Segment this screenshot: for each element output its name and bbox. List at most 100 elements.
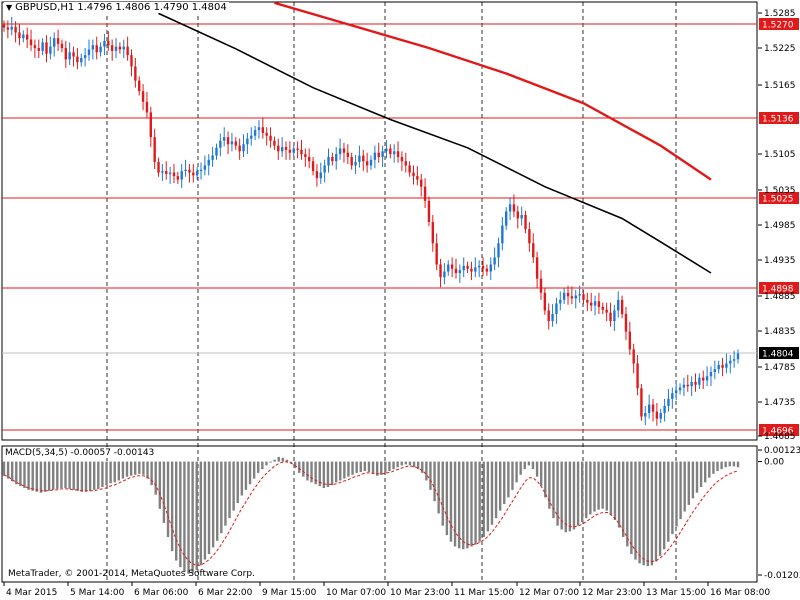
price-tick-label: 1.5225 (764, 44, 796, 54)
macd-bar (179, 461, 182, 568)
macd-bar (535, 461, 539, 477)
macd-bar (142, 461, 145, 475)
price-tick-label: 1.4885 (764, 292, 796, 302)
candle-body (508, 204, 512, 212)
time-tick-label: 6 Mar 22:00 (198, 588, 253, 598)
candle-body (389, 148, 392, 155)
candle-body (725, 363, 728, 368)
time-tick-label: 10 Mar 07:00 (326, 588, 386, 598)
macd-signal-line (3, 461, 739, 566)
candle-body (505, 211, 508, 226)
candle-body (37, 48, 40, 51)
macd-bar (2, 461, 6, 476)
copyright: MetaTrader, © 2001-2014, MetaQuotes Soft… (8, 569, 255, 579)
candle-body (122, 46, 125, 50)
candle-body (620, 299, 624, 314)
macd-tick-label: 0.00123 (764, 446, 800, 456)
macd-tick-label: 0.00 (764, 458, 784, 468)
candle-body (80, 57, 83, 63)
level-tag (759, 18, 799, 30)
candle-body (76, 56, 79, 63)
macd-bar (437, 461, 440, 514)
candle-body (659, 413, 662, 419)
candle-body (605, 309, 608, 313)
macd-bar (236, 461, 239, 504)
price-tick-label: 1.4685 (764, 432, 796, 442)
macd-bar (662, 461, 666, 550)
candle-body (365, 161, 369, 166)
macd-bar (642, 461, 645, 566)
candle-body (694, 381, 697, 385)
candle-body (562, 292, 566, 300)
chart-header[interactable]: ▼ GBPUSD,H1 1.4796 1.4806 1.4790 1.4804 (4, 2, 229, 13)
candle-body (420, 179, 423, 187)
candle-body (412, 172, 415, 177)
macd-bar (322, 461, 326, 488)
macd-bar (392, 461, 395, 470)
candle-body (512, 204, 516, 212)
candle-body (114, 46, 118, 51)
candle-body (269, 135, 272, 141)
macd-bar (195, 461, 198, 571)
candle-body (566, 292, 570, 297)
macd-bar (289, 461, 293, 464)
candle-body (671, 393, 674, 399)
candle-body (485, 268, 489, 272)
price-tick-label: 1.4835 (764, 327, 796, 337)
macd-bar (544, 461, 547, 498)
macd-bar (724, 461, 727, 468)
candle-body (493, 257, 496, 265)
macd-bar (314, 461, 317, 485)
candle-body (698, 377, 701, 385)
candle-body (49, 46, 52, 54)
macd-bar (334, 461, 338, 483)
macd-bar (207, 461, 211, 554)
macd-bar (371, 461, 375, 474)
macd-bar (224, 461, 227, 526)
macd-bar (605, 461, 608, 511)
candle-body (168, 172, 172, 174)
candle-body (138, 80, 141, 92)
macd-bar (298, 461, 301, 473)
candle-body (400, 156, 404, 162)
macd-bar (47, 461, 51, 491)
macd-bar (617, 461, 621, 528)
candle-body (358, 155, 361, 162)
candle-body (253, 130, 257, 136)
candle-body (14, 26, 17, 33)
macd-bar (404, 461, 408, 465)
macd-bar (507, 461, 510, 498)
macd-bar (273, 459, 276, 462)
candle-body (18, 32, 21, 39)
macd-bar (269, 461, 272, 463)
candle-body (53, 38, 56, 47)
candle-body (736, 353, 740, 360)
candle-body (489, 264, 492, 272)
candle-body (141, 91, 145, 102)
macd-bar (146, 461, 149, 479)
candle-body (651, 404, 655, 412)
candle-body (242, 144, 245, 152)
candle-body (203, 165, 207, 170)
candle-body (628, 331, 632, 350)
macd-bar (609, 461, 613, 515)
macd-bar (310, 461, 313, 483)
candle-body (551, 314, 554, 322)
candle-body (431, 222, 435, 244)
time-tick-label: 4 Mar 2015 (6, 588, 57, 598)
macd-bar (240, 461, 244, 496)
candle-body (578, 294, 581, 296)
triangle-down-icon[interactable]: ▼ (6, 3, 13, 12)
macd-bar (593, 461, 596, 512)
macd-bar (347, 461, 350, 477)
macd-bar (498, 461, 502, 511)
macd-bar (343, 461, 346, 479)
time-tick-label: 9 Mar 15:00 (262, 588, 317, 598)
macd-bar (572, 461, 576, 530)
candle-body (250, 135, 253, 139)
ma-slow-line (274, 2, 712, 181)
price-tick-label: 1.4935 (764, 256, 796, 266)
macd-bar (597, 461, 600, 510)
macd-bar (490, 461, 494, 525)
